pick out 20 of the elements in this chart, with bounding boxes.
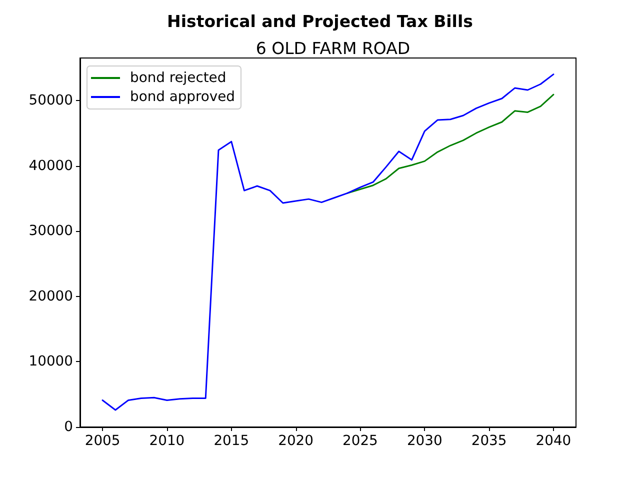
x-tick-label: 2035: [471, 433, 507, 449]
line-series: [346, 94, 554, 194]
x-tick-label: 2030: [406, 433, 442, 449]
y-tick-label: 50000: [28, 92, 73, 108]
x-tick-label: 2020: [278, 433, 314, 449]
chart-subtitle: 6 OLD FARM ROAD: [256, 39, 410, 58]
line-series: [102, 74, 554, 411]
y-tick-label: 10000: [28, 354, 73, 370]
legend-label: bond rejected: [130, 70, 226, 86]
y-tick-label: 30000: [28, 223, 73, 240]
y-tick-label: 0: [64, 419, 73, 435]
x-tick-label: 2005: [84, 433, 120, 449]
x-tick-label: 2015: [214, 433, 250, 449]
x-tick-label: 2040: [536, 433, 572, 449]
x-tick-label: 2010: [149, 433, 185, 449]
x-tick-label: 2025: [342, 433, 378, 449]
chart-title: Historical and Projected Tax Bills: [167, 12, 474, 31]
y-tick-label: 20000: [28, 288, 73, 304]
legend-label: bond approved: [130, 89, 235, 105]
y-tick-label: 40000: [28, 158, 73, 174]
